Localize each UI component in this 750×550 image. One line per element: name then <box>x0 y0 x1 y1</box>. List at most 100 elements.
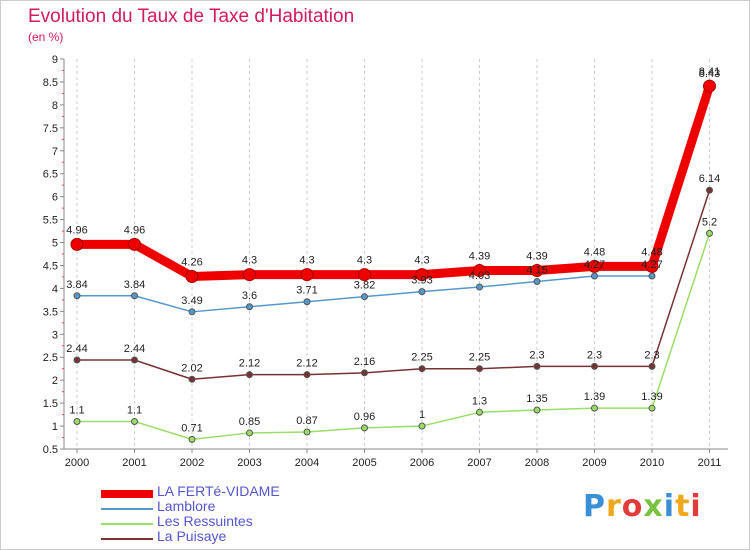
logo-letter: i <box>690 489 702 524</box>
data-label: 3.84 <box>66 279 87 291</box>
data-label: 2.25 <box>469 352 490 364</box>
data-point <box>418 288 426 296</box>
data-point <box>131 417 138 425</box>
data-label: 3.82 <box>354 280 375 292</box>
x-tick-label: 2005 <box>352 457 376 469</box>
x-tick-label: 2002 <box>180 457 204 469</box>
y-tick-label: 8.5 <box>43 77 58 89</box>
data-point <box>418 422 426 430</box>
data-label: 4.27 <box>584 259 605 271</box>
data-label: 2.16 <box>354 356 375 368</box>
proxiti-logo: Proxiti <box>583 489 702 524</box>
y-tick-label: 7 <box>52 146 58 158</box>
data-point <box>361 424 368 432</box>
data-label: 4.39 <box>526 251 547 263</box>
data-label: 0.87 <box>296 415 317 427</box>
x-tick-label: 2010 <box>640 457 664 469</box>
y-tick-label: 0.5 <box>43 444 58 456</box>
data-point <box>185 269 199 283</box>
series-line <box>77 84 714 281</box>
data-point <box>188 308 196 316</box>
data-point <box>473 264 486 278</box>
data-point <box>243 268 256 282</box>
legend-swatch <box>101 508 153 510</box>
data-label: 2.12 <box>239 358 260 370</box>
series-line <box>77 189 711 381</box>
y-tick-label: 1 <box>52 421 58 433</box>
data-point <box>303 428 311 436</box>
data-label: 2.25 <box>411 352 432 364</box>
data-point <box>131 356 138 364</box>
logo-letter: t <box>675 489 691 524</box>
data-label: 3.49 <box>181 295 202 307</box>
data-point <box>303 371 311 379</box>
series-3 <box>73 186 713 383</box>
data-point <box>533 406 541 414</box>
data-point <box>246 371 253 379</box>
data-label: 2.44 <box>124 343 145 355</box>
x-tick-label: 2011 <box>698 457 722 469</box>
data-label: 0.96 <box>354 411 375 423</box>
data-point <box>128 237 141 251</box>
data-point <box>648 272 656 280</box>
data-point <box>358 268 371 282</box>
legend-swatch <box>101 523 153 525</box>
x-tick-label: 2008 <box>525 457 549 469</box>
legend-label: Lamblore <box>157 498 216 514</box>
data-point <box>706 186 713 194</box>
data-label: 4.48 <box>641 246 662 258</box>
data-point <box>73 356 81 364</box>
data-label: 3.93 <box>411 275 432 287</box>
data-point <box>73 292 81 300</box>
x-tick-label: 2001 <box>122 457 146 469</box>
data-point <box>188 375 196 383</box>
data-label: 4.39 <box>469 251 490 263</box>
data-label: 2.12 <box>296 358 317 370</box>
y-tick-label: 2 <box>52 375 58 387</box>
data-label: 1.39 <box>584 391 605 403</box>
y-tick-label: 7.5 <box>43 123 58 135</box>
data-label: 8.41 <box>699 66 720 78</box>
data-point <box>415 268 429 282</box>
series-line <box>77 233 711 441</box>
data-label: 1 <box>419 409 425 421</box>
data-point <box>70 237 84 251</box>
y-tick-label: 1.5 <box>43 398 58 410</box>
data-point <box>645 259 659 273</box>
data-point <box>188 435 196 443</box>
data-point <box>303 298 311 306</box>
data-label: 4.26 <box>181 256 202 268</box>
data-point <box>533 362 541 370</box>
chart-subtitle: (en %) <box>28 30 64 44</box>
data-label: 1.3 <box>472 395 487 407</box>
x-tick-label: 2000 <box>65 457 89 469</box>
data-point <box>131 292 138 300</box>
data-label: 2.02 <box>181 362 202 374</box>
data-point <box>591 404 598 412</box>
data-label: 6.14 <box>699 173 720 185</box>
x-tick-label: 2009 <box>582 457 606 469</box>
chart-title: Evolution du Taux de Taxe d'Habitation <box>28 6 355 27</box>
y-tick-label: 4.5 <box>43 260 58 272</box>
data-label: 4.96 <box>124 224 145 236</box>
data-label: 0.85 <box>239 416 260 428</box>
legend-swatch <box>101 490 153 498</box>
y-tick-label: 5 <box>52 238 58 250</box>
legend-swatch <box>101 538 153 540</box>
series-line <box>77 84 711 313</box>
data-label: 4.96 <box>66 224 87 236</box>
data-point <box>648 404 656 412</box>
data-label: 2.3 <box>644 349 659 361</box>
data-point <box>246 303 253 311</box>
data-point <box>591 362 598 370</box>
data-label: 1.1 <box>69 404 84 416</box>
legend-label: La Puisaye <box>157 528 227 544</box>
data-label: 8.43 <box>699 68 720 80</box>
data-label: 4.3 <box>414 255 429 267</box>
legend-label: Les Ressuintes <box>157 513 253 529</box>
series-1 <box>73 81 713 316</box>
data-label: 2.3 <box>529 349 544 361</box>
data-point <box>476 365 483 373</box>
series-0 <box>70 79 716 283</box>
